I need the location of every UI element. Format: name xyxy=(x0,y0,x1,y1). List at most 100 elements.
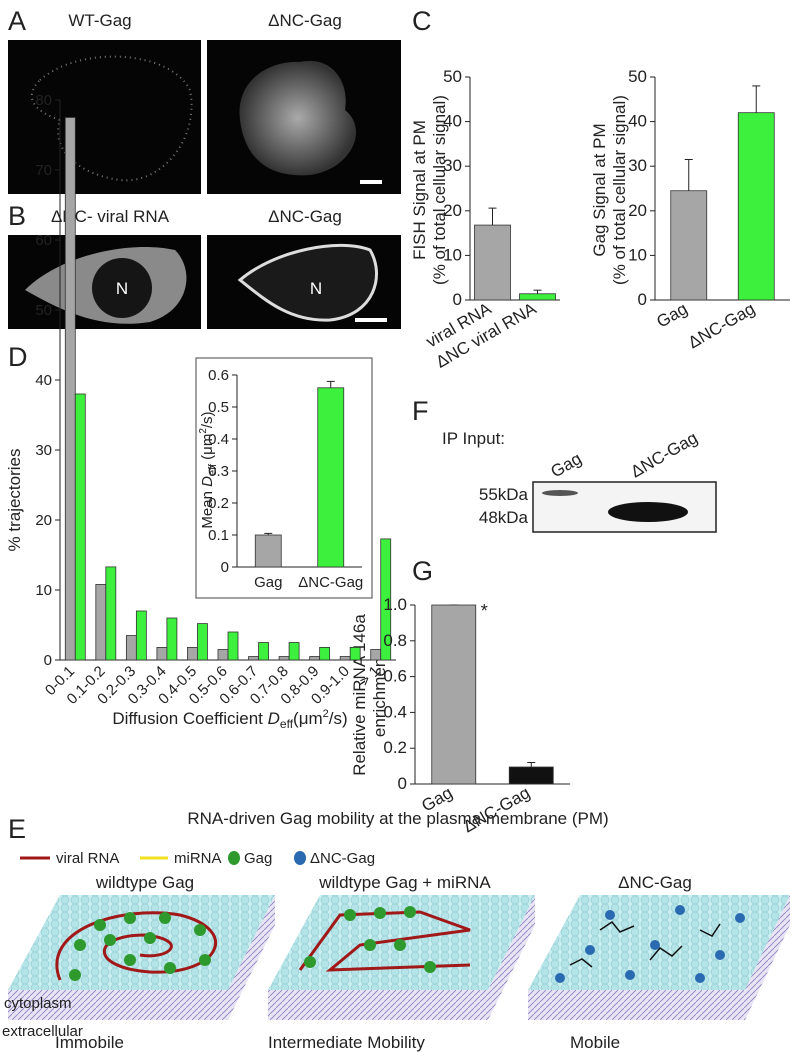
x-tick-label: ΔNC-Gag xyxy=(298,574,363,591)
y-tick-label: 0.2 xyxy=(383,738,407,757)
y-tick-label: 40 xyxy=(35,372,52,389)
panel-letter: G xyxy=(412,556,433,586)
cell xyxy=(239,60,357,176)
cell xyxy=(237,243,378,322)
bar xyxy=(217,649,229,661)
panel-letter: C xyxy=(412,6,432,36)
bar xyxy=(519,293,556,301)
nucleus xyxy=(92,258,152,318)
marker-label: 55kDa xyxy=(479,485,529,504)
panel-letter: D xyxy=(8,342,28,372)
bar xyxy=(278,656,290,661)
legend-label: ΔNC-Gag xyxy=(310,850,375,867)
state-label: Mobile xyxy=(570,1033,620,1052)
bar xyxy=(227,631,239,661)
y-tick-label: 20 xyxy=(628,201,647,220)
trajectory xyxy=(569,920,721,968)
bar xyxy=(474,224,511,301)
legend-label: Gag xyxy=(244,850,272,867)
x-axis-title: Diffusion Coefficient Deff(μm2/s) xyxy=(112,708,347,731)
bar xyxy=(737,112,775,301)
text: Diffusion Coefficient xyxy=(112,709,267,728)
nucleus-label: N xyxy=(310,279,322,298)
micrograph xyxy=(8,40,201,194)
dnc-gag xyxy=(555,905,745,983)
text: 2 xyxy=(323,708,329,720)
y-tick-label: 50 xyxy=(628,67,647,86)
y-tick-label: 50 xyxy=(443,67,462,86)
text: eff xyxy=(207,463,219,476)
lane-label: Gag xyxy=(548,449,585,482)
state-label: Intermediate Mobility xyxy=(268,1033,425,1052)
bar xyxy=(105,566,117,661)
layer-label: cytoplasm xyxy=(4,995,72,1012)
image-label: ΔNC-Gag xyxy=(268,207,342,226)
y-tick-label: 0.4 xyxy=(208,431,229,448)
y-tick-label: 10 xyxy=(443,245,462,264)
panel-letter: F xyxy=(412,396,429,426)
y-tick-label: 0.5 xyxy=(208,399,229,416)
text: /s) xyxy=(199,411,216,428)
y-axis-title: Relative miRNA 146a xyxy=(350,614,369,776)
bar xyxy=(317,387,345,568)
text: D xyxy=(199,476,216,487)
y-tick-label: 0.8 xyxy=(383,631,407,650)
legend-swatch xyxy=(228,851,240,865)
y-axis-title: enrichment xyxy=(370,653,389,737)
text: (μm xyxy=(293,709,323,728)
diagram-title: RNA-driven Gag mobility at the plasma me… xyxy=(187,809,608,828)
bar xyxy=(288,642,300,661)
text: (μm xyxy=(199,434,216,464)
y-tick-label: 30 xyxy=(443,156,462,175)
bar xyxy=(670,190,708,301)
y-tick-label: 10 xyxy=(628,245,647,264)
text: D xyxy=(268,709,280,728)
bar xyxy=(135,610,147,661)
y-tick-label: 0 xyxy=(221,559,229,576)
bar xyxy=(74,393,86,661)
bar xyxy=(64,117,76,661)
y-tick-label: 40 xyxy=(443,112,462,131)
x-tick-label: ΔNC-Gag xyxy=(685,299,758,352)
bar xyxy=(319,647,331,661)
bar xyxy=(95,584,107,661)
y-axis-title: FISH Signal at PM xyxy=(410,120,429,260)
bar xyxy=(197,623,208,661)
state-label: Immobile xyxy=(55,1033,124,1052)
bar xyxy=(156,647,168,661)
legend-label: miRNA xyxy=(174,850,222,867)
condition-label: wildtype Gag xyxy=(95,873,194,892)
nucleus-label: N xyxy=(116,279,128,298)
bar xyxy=(248,656,259,661)
y-tick-label: 0 xyxy=(44,652,52,669)
bar xyxy=(508,766,554,785)
y-axis-title: Mean Deff (μm2/s) xyxy=(198,411,219,528)
bar xyxy=(309,656,321,661)
y-tick-label: 0.3 xyxy=(208,463,229,480)
layer-label: extracellular xyxy=(2,1023,83,1040)
y-tick-label: 50 xyxy=(35,302,52,319)
x-tick-label: Gag xyxy=(254,574,282,591)
bar xyxy=(349,647,361,661)
image-label: ΔNC- viral RNA xyxy=(51,207,170,226)
bar xyxy=(258,642,269,661)
lane-label: ΔNC-Gag xyxy=(628,428,701,481)
band xyxy=(608,502,688,522)
image-label: ΔNC-Gag xyxy=(268,11,342,30)
y-tick-label: 30 xyxy=(628,156,647,175)
y-tick-label: 20 xyxy=(443,201,462,220)
text: eff xyxy=(280,717,294,731)
y-tick-label: 0 xyxy=(398,774,407,793)
y-axis-title: Gag Signal at PM xyxy=(590,123,609,256)
text: Mean xyxy=(199,487,216,529)
marker-label: 48kDa xyxy=(479,508,529,527)
y-tick-label: 0.2 xyxy=(208,495,229,512)
y-axis-title: (% of total cellular signal) xyxy=(610,95,629,285)
bar xyxy=(125,635,137,661)
annotation: * xyxy=(481,601,488,621)
y-axis-title: (% of total cellular signal) xyxy=(430,95,449,285)
y-axis-title: % trajectories xyxy=(5,449,24,552)
y-tick-label: 10 xyxy=(35,582,52,599)
image-label: WT-Gag xyxy=(68,11,131,30)
scale-bar xyxy=(360,180,382,184)
